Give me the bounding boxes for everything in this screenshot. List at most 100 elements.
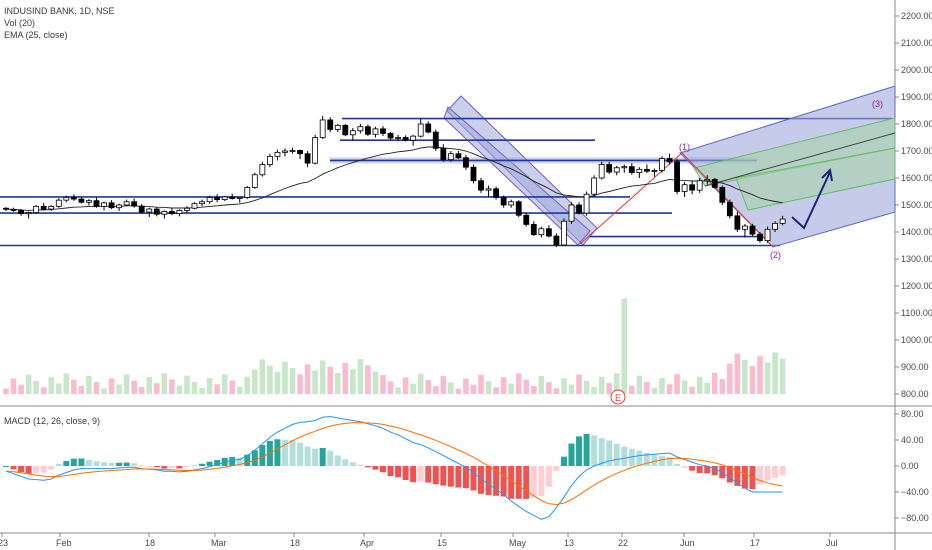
candle-up xyxy=(221,196,228,200)
volume-legend: Vol (20) xyxy=(4,18,36,28)
candle-up xyxy=(319,119,326,138)
volume-bar xyxy=(402,377,409,394)
volume-bar xyxy=(500,377,507,394)
macd-tick-label: 40.00 xyxy=(901,435,924,445)
price-tick-label: 1200.00 xyxy=(901,281,932,291)
volume-bar xyxy=(568,384,575,394)
volume-bar xyxy=(749,366,756,394)
volume-bar xyxy=(757,356,763,394)
candle-down xyxy=(387,133,394,139)
volume-bar xyxy=(666,384,673,394)
volume-bar xyxy=(711,372,718,394)
candle-up xyxy=(199,201,205,205)
price-tick-label: 900.00 xyxy=(901,362,929,372)
volume-bar xyxy=(252,369,258,394)
candle-up xyxy=(146,208,153,213)
volume-bar xyxy=(86,375,92,394)
pitchfork-median xyxy=(704,132,896,187)
macd-histogram-bar xyxy=(538,466,545,497)
candle-up xyxy=(116,204,122,209)
volume-bar xyxy=(93,382,100,394)
candle-down xyxy=(530,224,537,236)
volume-bar xyxy=(515,373,522,394)
volume-bar xyxy=(546,382,552,394)
volume-bar xyxy=(719,379,726,394)
volume-bar xyxy=(229,380,235,394)
macd-histogram-bar xyxy=(10,466,17,470)
volume-bar xyxy=(55,383,62,394)
candle-up xyxy=(123,201,130,206)
macd-histogram-bar xyxy=(176,466,183,469)
macd-histogram-bar xyxy=(206,461,213,466)
volume-bar xyxy=(644,381,650,394)
candle-up xyxy=(33,205,40,213)
time-tick-label: 18 xyxy=(290,538,300,548)
candle-down xyxy=(432,131,439,149)
candle-down xyxy=(644,168,650,172)
macd-histogram-bar xyxy=(613,443,620,466)
macd-histogram-bar xyxy=(244,454,251,466)
volume-bar xyxy=(538,375,545,394)
volume-bar xyxy=(206,378,213,394)
volume-bar xyxy=(357,359,364,394)
volume-bar xyxy=(651,388,658,394)
volume-bar xyxy=(576,374,582,394)
candle-down xyxy=(342,124,349,136)
candle-down xyxy=(131,201,138,207)
price-tick-label: 800.00 xyxy=(901,389,929,399)
volume-bar xyxy=(138,386,145,394)
macd-histogram-bar xyxy=(741,466,748,489)
volume-bar xyxy=(613,373,620,394)
macd-histogram-bar xyxy=(101,462,108,466)
macd-histogram-bar xyxy=(417,466,424,482)
candle-up xyxy=(312,137,319,164)
volume-bar xyxy=(553,388,560,394)
volume-bar xyxy=(727,363,733,394)
candle-down xyxy=(70,197,77,200)
macd-histogram-bar xyxy=(70,458,77,466)
falling-channel-inner xyxy=(443,106,591,246)
candle-up xyxy=(266,155,273,165)
candle-down xyxy=(576,204,582,214)
volume-bar xyxy=(199,388,205,394)
macd-histogram-bar xyxy=(312,448,319,466)
candle-up xyxy=(25,212,32,215)
time-tick-label: 18 xyxy=(145,538,155,548)
volume-bar xyxy=(33,381,39,394)
candle-down xyxy=(734,215,741,230)
volume-bar xyxy=(123,374,130,394)
macd-histogram-bar xyxy=(606,440,613,466)
time-tick-label: 13 xyxy=(564,538,574,548)
macd-histogram-bar xyxy=(274,439,281,466)
volume-bar xyxy=(772,352,778,394)
macd-histogram-bar xyxy=(447,466,454,487)
macd-histogram-bar xyxy=(18,466,25,472)
volume-bar xyxy=(334,372,341,394)
macd-tick-label: 80.00 xyxy=(901,409,924,419)
candle-down xyxy=(93,200,100,207)
macd-histogram-bar xyxy=(236,458,243,466)
volume-bar xyxy=(304,364,311,394)
candle-up xyxy=(447,153,454,161)
volume-bar xyxy=(485,381,492,394)
time-tick-label: Apr xyxy=(360,538,374,548)
volume-bar xyxy=(779,358,786,394)
volume-bar xyxy=(214,384,220,394)
macd-histogram-bar xyxy=(666,457,673,466)
candle-up xyxy=(621,166,628,169)
candle-down xyxy=(711,178,718,188)
macd-histogram-bar xyxy=(576,436,583,466)
price-tick-label: 1100.00 xyxy=(901,308,932,318)
macd-legend: MACD (12, 26, close, 9) xyxy=(4,416,101,426)
macd-histogram-bar xyxy=(357,464,364,466)
volume-bar xyxy=(154,383,160,394)
candle-up xyxy=(274,151,281,157)
candle-up xyxy=(244,187,251,198)
volume-bar xyxy=(282,361,288,394)
candle-up xyxy=(259,164,266,176)
volume-bar xyxy=(621,298,628,394)
macd-histogram-bar xyxy=(289,439,296,466)
volume-bar xyxy=(289,368,296,394)
volume-bar xyxy=(463,378,469,394)
